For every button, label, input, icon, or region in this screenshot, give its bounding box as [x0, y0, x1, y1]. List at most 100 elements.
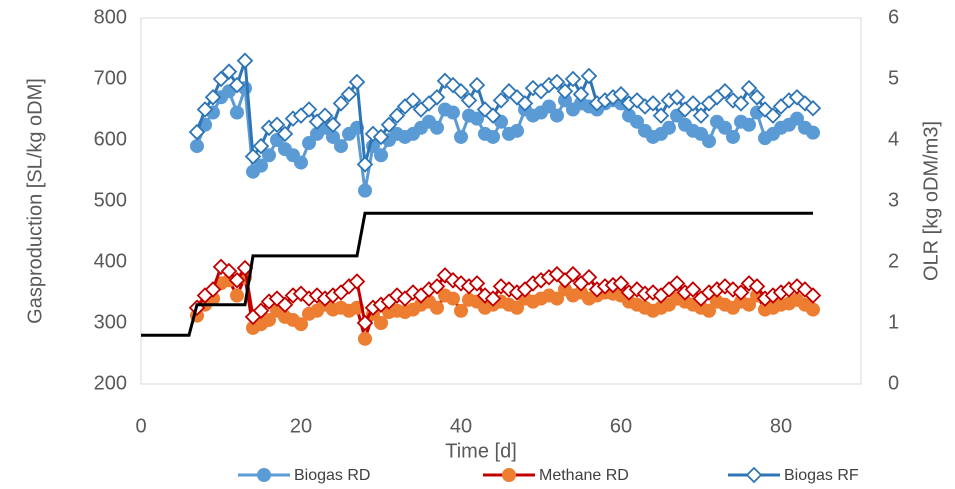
data-point [300, 101, 318, 118]
data-point [580, 67, 598, 85]
data-point [684, 281, 702, 298]
data-point [236, 52, 254, 69]
legend-label: Methane RD [539, 467, 629, 484]
data-point [804, 100, 822, 117]
data-point [374, 148, 388, 163]
data-point [556, 82, 574, 100]
data-point [446, 105, 460, 120]
data-point [732, 284, 750, 301]
plot-area [140, 17, 862, 385]
data-point [804, 287, 822, 304]
data-point [454, 303, 468, 318]
y-tick-label: 300 [94, 311, 127, 333]
data-point [262, 148, 276, 163]
y-axis-title: Gasproduction [SL/kg oDM] [24, 78, 46, 324]
data-point [470, 111, 484, 126]
data-point [702, 303, 716, 318]
data-point [294, 317, 308, 332]
y2-tick-label: 4 [888, 128, 899, 150]
data-point [220, 63, 238, 80]
data-point [740, 79, 758, 97]
data-point [190, 139, 204, 154]
data-point [516, 95, 534, 112]
y-tick-label: 800 [94, 6, 127, 28]
data-point [348, 273, 366, 290]
y2-tick-label: 2 [888, 250, 899, 272]
data-point [228, 76, 246, 94]
data-point [662, 120, 676, 135]
x-tick-label: 20 [290, 415, 312, 437]
y2-tick-label: 6 [888, 6, 899, 28]
data-point [548, 73, 566, 91]
y2-axis-title: OLR [kg oDM/m3] [920, 121, 942, 281]
y-tick-label: 400 [94, 250, 127, 272]
data-point [204, 281, 222, 298]
data-point [324, 116, 342, 134]
data-point [356, 314, 374, 332]
data-point [332, 95, 350, 112]
x-tick-label: 0 [135, 415, 146, 437]
data-point [612, 275, 630, 292]
data-point [806, 125, 820, 140]
data-point [580, 268, 598, 286]
legend-marker [257, 468, 271, 482]
y-tick-label: 700 [94, 67, 127, 89]
data-point [484, 290, 502, 307]
x-axis-title: Time [d] [445, 440, 517, 462]
data-point [748, 278, 766, 295]
data-point [612, 85, 630, 103]
data-point [358, 331, 372, 346]
legend-marker [502, 468, 516, 482]
data-point [230, 288, 244, 303]
data-point [356, 156, 374, 173]
data-point [268, 116, 286, 134]
data-point [212, 70, 230, 88]
data-point [454, 129, 468, 144]
y2-tick-label: 5 [888, 67, 899, 89]
data-point [668, 89, 686, 106]
data-point [550, 108, 564, 123]
data-point [742, 117, 756, 132]
y-tick-label: 200 [94, 372, 127, 394]
data-point [652, 107, 670, 124]
data-point [334, 139, 348, 154]
data-point [542, 99, 556, 114]
data-point [790, 111, 804, 126]
data-point [564, 265, 582, 283]
data-point [806, 302, 820, 317]
data-point [468, 275, 486, 292]
y-tick-label: 500 [94, 189, 127, 211]
data-point [254, 158, 268, 173]
data-point [742, 297, 756, 312]
data-point [428, 278, 446, 295]
data-point [388, 107, 406, 124]
x-tick-label: 40 [450, 415, 472, 437]
x-tick-label: 60 [610, 415, 632, 437]
data-point [430, 300, 444, 315]
data-point [358, 183, 372, 198]
data-point [204, 89, 222, 106]
data-point [460, 92, 478, 109]
data-point [228, 272, 246, 289]
data-point [252, 137, 270, 155]
data-point [718, 120, 732, 135]
data-point [404, 92, 422, 109]
legend-label: Biogas RF [784, 467, 859, 484]
legend-marker [745, 466, 763, 484]
data-point [302, 136, 316, 151]
data-point [452, 82, 470, 100]
data-point [262, 312, 276, 327]
data-point [230, 105, 244, 120]
data-point [430, 120, 444, 135]
y2-tick-label: 3 [888, 189, 899, 211]
data-point [692, 107, 710, 124]
data-point [732, 95, 750, 112]
data-point [668, 275, 686, 292]
data-point [492, 92, 510, 109]
data-point [486, 129, 500, 144]
y-tick-label: 600 [94, 128, 127, 150]
data-point [564, 70, 582, 88]
data-point [764, 107, 782, 124]
data-point [510, 300, 524, 315]
data-point [220, 262, 238, 280]
